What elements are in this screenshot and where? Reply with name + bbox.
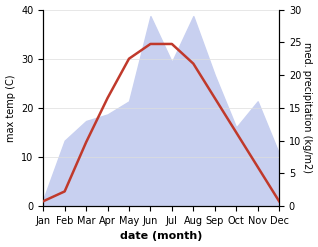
- Y-axis label: med. precipitation (kg/m2): med. precipitation (kg/m2): [302, 42, 313, 173]
- X-axis label: date (month): date (month): [120, 231, 202, 242]
- Y-axis label: max temp (C): max temp (C): [5, 74, 16, 142]
